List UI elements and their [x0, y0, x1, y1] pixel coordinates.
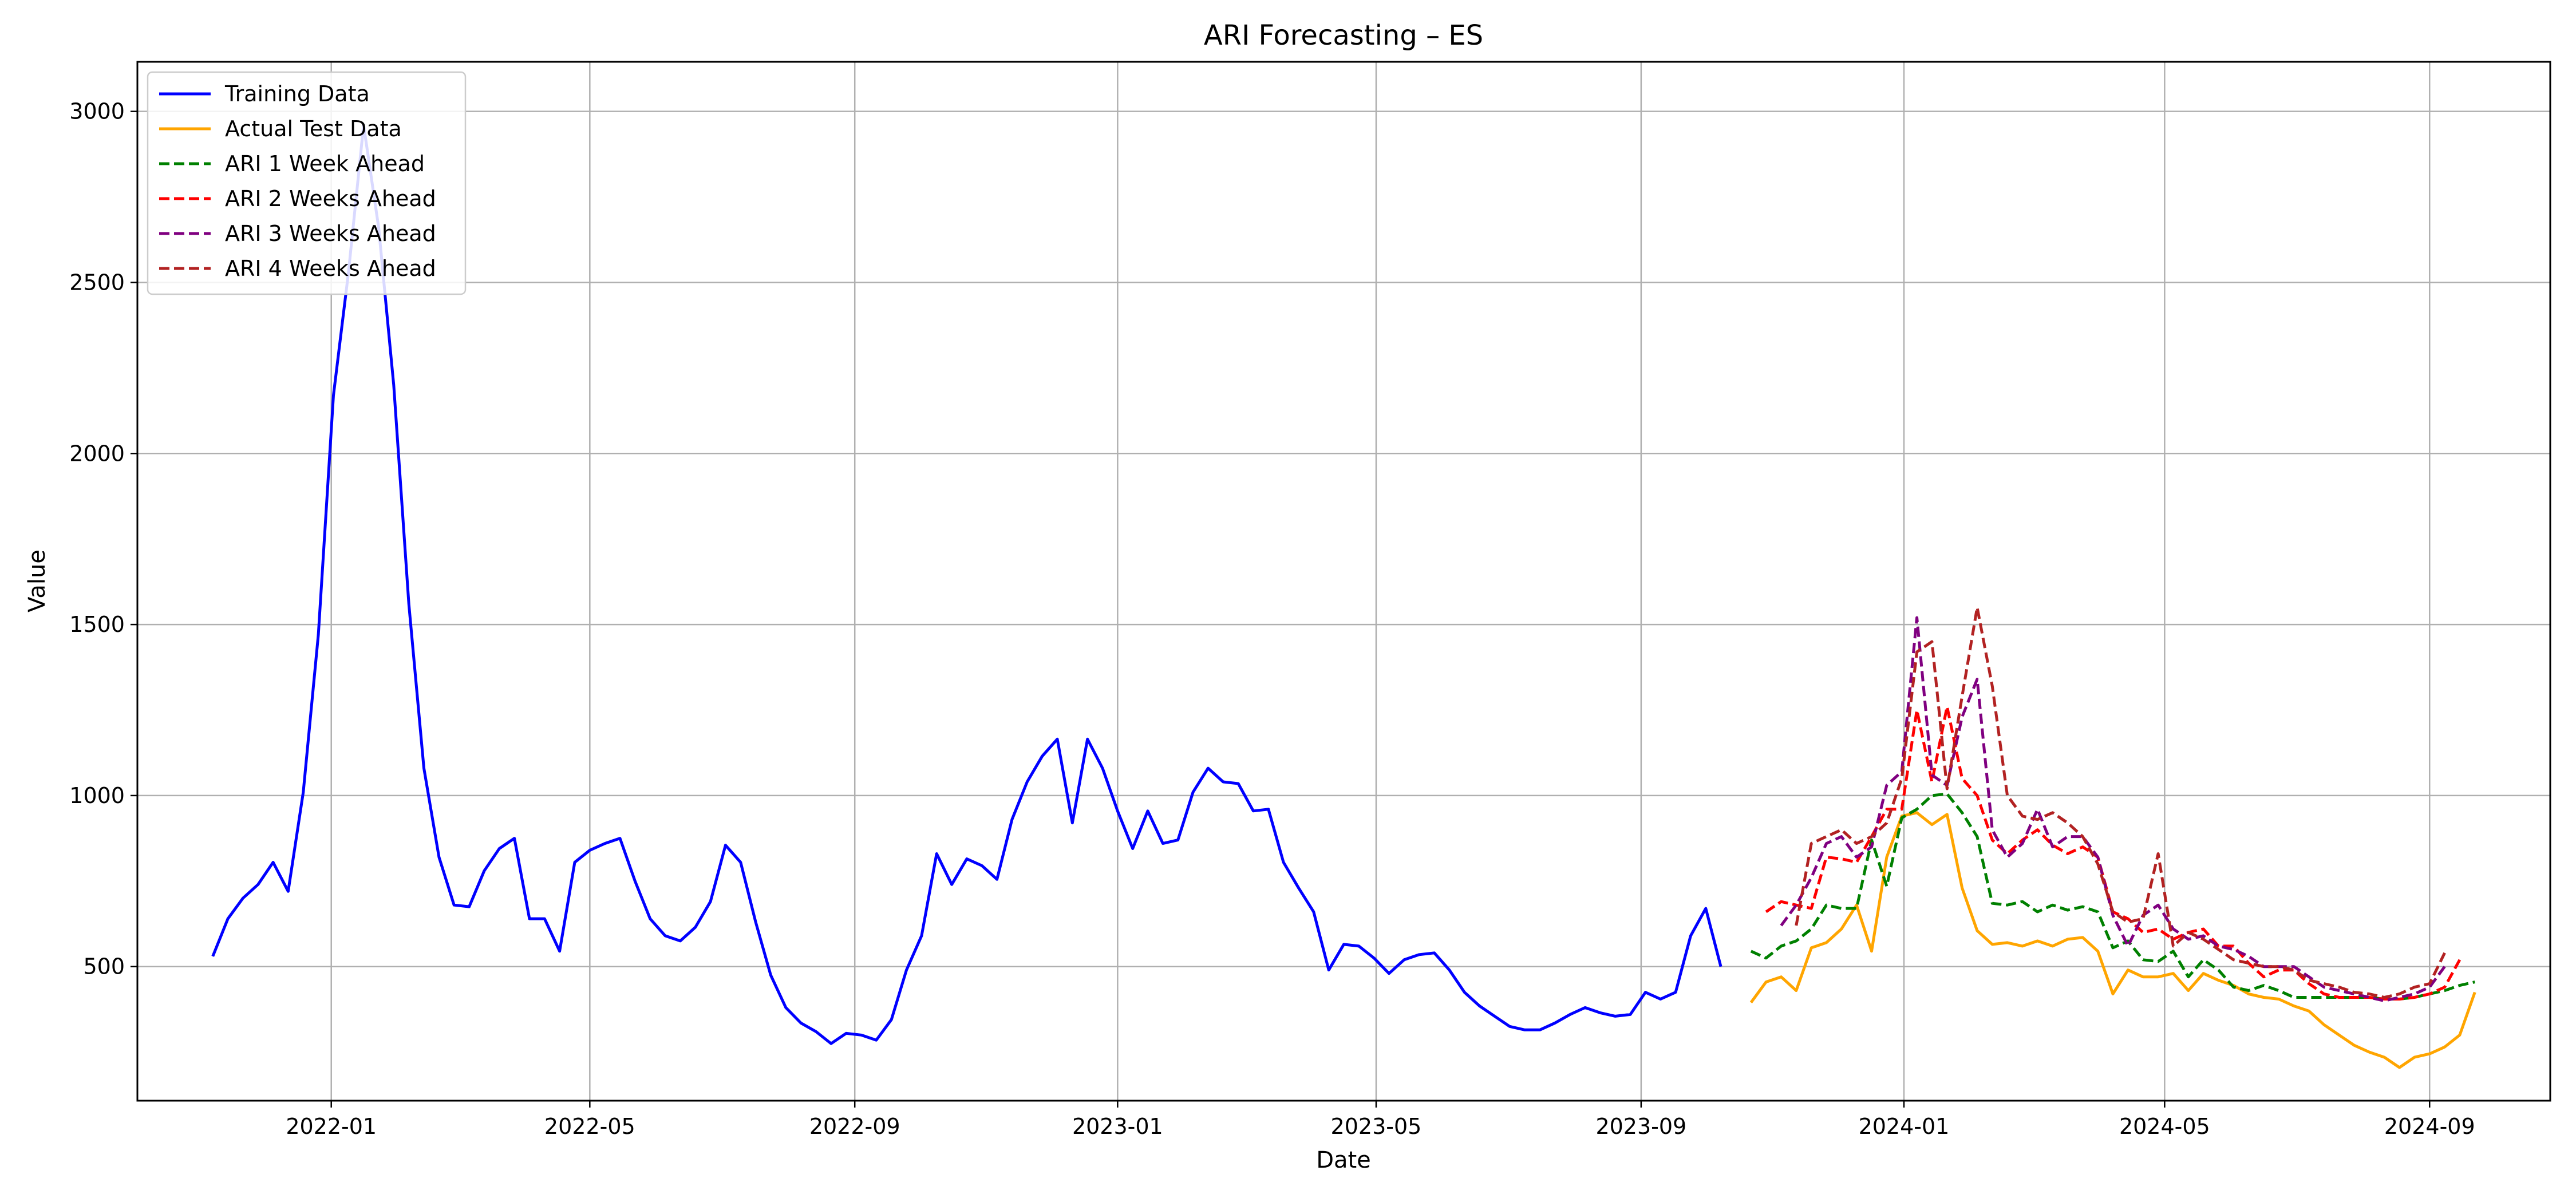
y-tick-label: 2000 [69, 441, 125, 466]
series-line-2 [1749, 811, 2476, 1069]
legend-label: ARI 4 Weeks Ahead [225, 256, 436, 281]
x-tick-label: 2024-01 [1859, 1114, 1950, 1139]
y-tick-label: 1500 [69, 612, 125, 637]
series-line-3 [1750, 792, 2475, 1001]
legend: Training Data Actual Test Data ARI 1 Week … [147, 71, 467, 295]
y-tick-label: 1000 [69, 783, 125, 808]
grid-lines [137, 62, 2550, 1101]
chart-title: ARI Forecasting – ES [1204, 19, 1483, 52]
x-tick-label: 2022-01 [286, 1114, 377, 1139]
series-line-5 [1780, 616, 2446, 1002]
series-line-1 [211, 124, 1722, 1045]
plot-series [211, 124, 2476, 1069]
plot-frame [136, 61, 2551, 1102]
legend-label: ARI 2 Weeks Ahead [225, 186, 436, 211]
axis-ticks: 2022-01 2022-05 2022-09 2023-01 2023-05 2023-… [69, 99, 2475, 1139]
y-tick-label: 500 [83, 954, 125, 979]
x-tick-label: 2023-09 [1595, 1114, 1686, 1139]
legend-label: ARI 1 Week Ahead [225, 151, 425, 176]
x-axis-label: Date [1316, 1147, 1371, 1173]
x-tick-label: 2022-09 [809, 1114, 900, 1139]
x-tick-label: 2024-09 [2384, 1114, 2475, 1139]
legend-label: Actual Test Data [225, 116, 402, 141]
x-tick-label: 2024-05 [2119, 1114, 2210, 1139]
x-tick-label: 2023-01 [1072, 1114, 1163, 1139]
legend-label: ARI 3 Weeks Ahead [225, 221, 436, 246]
x-tick-label: 2023-05 [1331, 1114, 1422, 1139]
y-axis-label: Value [24, 549, 50, 612]
x-tick-label: 2022-05 [544, 1114, 635, 1139]
y-tick-label: 2500 [69, 270, 125, 295]
legend-label: Training Data [224, 81, 370, 106]
legend-box [147, 71, 467, 295]
y-tick-label: 3000 [69, 99, 125, 124]
series-line-6 [1795, 606, 2446, 999]
